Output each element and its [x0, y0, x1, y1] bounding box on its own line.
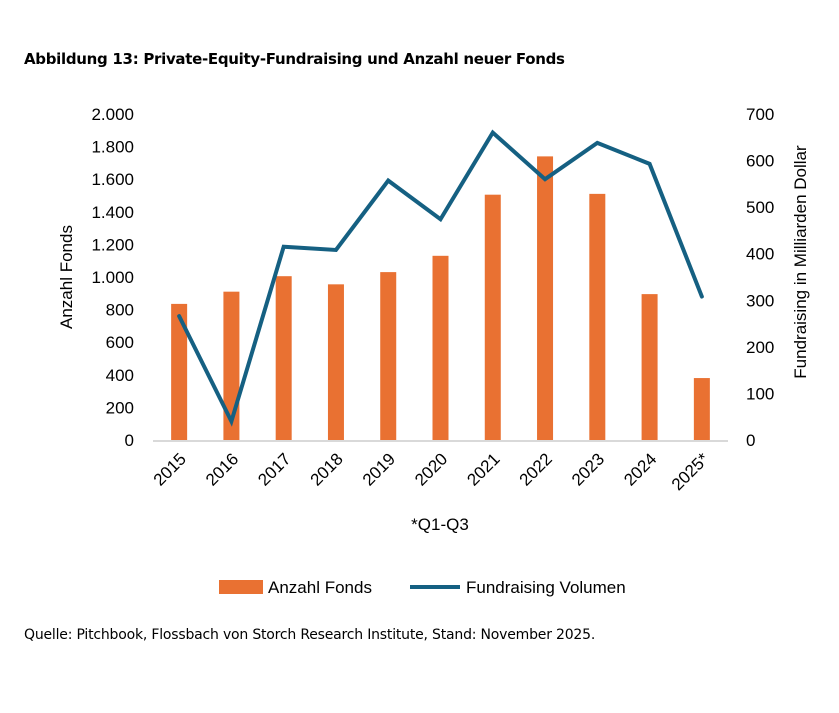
- y-left-tick-label: 800: [106, 301, 134, 320]
- y-left-axis-label: Anzahl Fonds: [57, 225, 76, 329]
- bar-2020: [432, 255, 449, 440]
- y-left-tick-label: 600: [106, 333, 134, 352]
- bar-2024: [641, 294, 658, 440]
- y-left-tick-label: 1.400: [91, 203, 134, 222]
- bar-2018: [327, 284, 344, 440]
- x-tick-label: 2020: [411, 449, 451, 489]
- bar-2017: [275, 276, 292, 440]
- x-tick-label: 2018: [307, 449, 347, 489]
- bar-2025*: [693, 378, 710, 440]
- x-tick-label: 2025*: [668, 449, 713, 494]
- bar-2019: [380, 272, 397, 440]
- x-tick-label: 2016: [202, 449, 242, 489]
- bar-2015: [171, 303, 188, 440]
- source-note: Quelle: Pitchbook, Flossbach von Storch …: [24, 627, 596, 643]
- y-left-tick-label: 1.600: [91, 170, 134, 189]
- y-left-tick-label: 400: [106, 366, 134, 385]
- y-left-tick-label: 1.200: [91, 235, 134, 254]
- y-left-tick-label: 200: [106, 398, 134, 417]
- x-axis-note: *Q1-Q3: [411, 515, 469, 534]
- legend-label-anzahl-fonds: Anzahl Fonds: [268, 578, 372, 597]
- x-tick-label: 2024: [620, 449, 660, 489]
- x-tick-label: 2023: [568, 449, 608, 489]
- y-right-tick-label: 400: [746, 245, 774, 264]
- x-tick-label: 2021: [463, 449, 503, 489]
- y-right-tick-label: 300: [746, 291, 774, 310]
- y-left-tick-label: 1.000: [91, 268, 134, 287]
- y-right-tick-label: 0: [746, 431, 755, 450]
- y-right-tick-label: 600: [746, 152, 774, 171]
- y-left-tick-label: 2.000: [91, 105, 134, 124]
- x-tick-label: 2015: [150, 449, 190, 489]
- legend-swatch-anzahl-fonds: [219, 580, 263, 594]
- chart-title: Abbildung 13: Private-Equity-Fundraising…: [24, 50, 565, 68]
- y-right-tick-label: 200: [746, 338, 774, 357]
- x-tick-label: 2017: [254, 449, 294, 489]
- x-tick-label: 2022: [516, 449, 556, 489]
- legend-label-fundraising: Fundraising Volumen: [466, 578, 626, 597]
- y-right-axis-label: Fundraising in Milliarden Dollar: [791, 145, 810, 379]
- y-right-tick-label: 100: [746, 384, 774, 403]
- bar-2021: [484, 194, 501, 440]
- bar-2023: [589, 193, 606, 440]
- y-left-tick-label: 1.800: [91, 138, 134, 157]
- y-left-tick-label: 0: [125, 431, 134, 450]
- x-tick-label: 2019: [359, 449, 399, 489]
- y-right-tick-label: 500: [746, 198, 774, 217]
- y-right-tick-label: 700: [746, 105, 774, 124]
- bar-2022: [537, 156, 554, 440]
